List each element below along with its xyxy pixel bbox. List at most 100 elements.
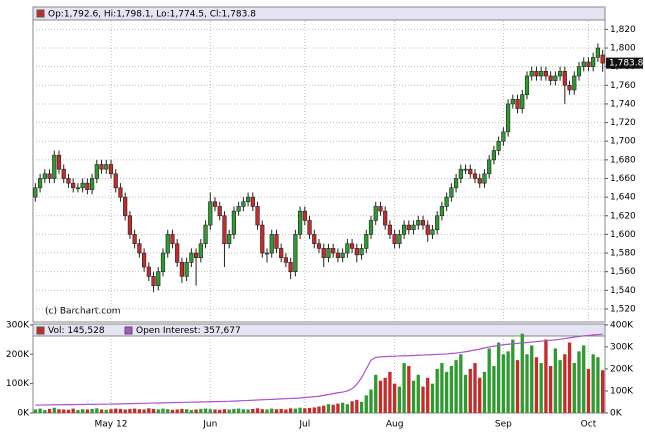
candle-body bbox=[524, 75, 530, 95]
credit: (c) Barchart.com bbox=[45, 307, 121, 317]
volume-bar bbox=[303, 408, 307, 413]
candle-body bbox=[75, 187, 81, 190]
volume-bar bbox=[147, 408, 151, 413]
volume-bar bbox=[260, 409, 264, 413]
volume-bar bbox=[383, 377, 387, 413]
candle-body bbox=[364, 234, 369, 249]
volume-bar bbox=[132, 408, 137, 413]
candle-body bbox=[89, 178, 95, 190]
volume-bar bbox=[246, 409, 250, 413]
candle-body bbox=[600, 54, 605, 64]
volume-bar bbox=[326, 404, 331, 413]
candle-body bbox=[160, 252, 166, 272]
volume-bar bbox=[194, 409, 198, 413]
candle-body bbox=[255, 206, 260, 226]
legend-volume: Vol: 145,528 bbox=[48, 326, 105, 336]
volume-bar bbox=[430, 383, 435, 413]
volume-bar bbox=[175, 409, 179, 413]
candle-body bbox=[416, 220, 421, 226]
legend-swatch bbox=[124, 326, 133, 335]
candle-body bbox=[496, 140, 501, 151]
candle-body bbox=[61, 168, 66, 179]
y-tick-label: 1,680 bbox=[610, 155, 636, 165]
volume-bar bbox=[350, 401, 354, 413]
volume-bar bbox=[402, 363, 406, 413]
volume-bar bbox=[553, 348, 558, 413]
candle-body bbox=[146, 266, 151, 277]
candle-body bbox=[420, 220, 426, 226]
candle-body bbox=[392, 234, 397, 245]
candle-body bbox=[227, 234, 232, 245]
volume-bar bbox=[322, 405, 326, 413]
candle-body bbox=[99, 164, 104, 170]
volume-bar bbox=[166, 409, 170, 413]
y-tick-label: 0K bbox=[17, 409, 30, 419]
candle-body bbox=[345, 243, 350, 254]
candle-body bbox=[264, 252, 270, 255]
candle-body bbox=[548, 75, 553, 81]
candle-body bbox=[203, 224, 208, 245]
volume-bar bbox=[95, 408, 99, 413]
volume-bar bbox=[463, 374, 468, 413]
candle-body bbox=[397, 234, 402, 245]
volume-bar bbox=[548, 366, 553, 413]
candle-body bbox=[151, 276, 156, 286]
candle-body bbox=[250, 196, 255, 207]
volume-bar bbox=[340, 402, 345, 413]
candle-body bbox=[316, 243, 322, 249]
volume-bar bbox=[482, 371, 487, 413]
candle-body bbox=[501, 131, 506, 142]
candle-body bbox=[236, 206, 241, 212]
y-tick-label: 1,760 bbox=[610, 81, 636, 91]
volume-bar bbox=[184, 409, 189, 413]
x-tick-label: Oct bbox=[581, 420, 597, 430]
candle-body bbox=[42, 173, 47, 179]
legend-swatch bbox=[36, 9, 45, 18]
candle-body bbox=[468, 168, 473, 175]
volume-bar bbox=[298, 407, 302, 413]
last-price-tag bbox=[606, 57, 643, 69]
candle-body bbox=[245, 196, 251, 203]
candle-body bbox=[293, 234, 298, 272]
volume-bar bbox=[534, 357, 539, 413]
candle-body bbox=[354, 248, 359, 256]
candle-body bbox=[132, 234, 137, 245]
candle-body bbox=[591, 57, 596, 67]
candle-body bbox=[326, 248, 331, 258]
volume-bar bbox=[567, 342, 572, 413]
volume-bar bbox=[591, 354, 595, 413]
candle-body bbox=[321, 248, 326, 258]
volume-bar bbox=[71, 408, 75, 413]
volume-bar bbox=[76, 410, 80, 413]
candle-body bbox=[482, 173, 487, 184]
candle-body bbox=[359, 248, 364, 256]
volume-bar bbox=[378, 380, 383, 413]
candle-body bbox=[444, 196, 449, 207]
candle-body bbox=[56, 154, 62, 170]
y-tick-label: 1,560 bbox=[610, 267, 636, 277]
volume-bar bbox=[203, 408, 208, 413]
volume-bar bbox=[43, 410, 47, 413]
y2-tick-label: 0K bbox=[610, 409, 623, 419]
x-tick-label: Aug bbox=[386, 420, 404, 430]
volume-bar bbox=[222, 409, 227, 413]
volume-bar bbox=[312, 407, 316, 413]
volume-bar bbox=[307, 408, 312, 413]
volume-bar bbox=[520, 333, 524, 413]
candle-body bbox=[37, 178, 43, 189]
candle-body bbox=[212, 201, 218, 207]
volume-bar bbox=[374, 374, 378, 413]
candle-body bbox=[66, 178, 71, 184]
volume-bar bbox=[345, 404, 350, 413]
volume-bar bbox=[496, 342, 501, 413]
volume-bar bbox=[218, 409, 222, 413]
candle-body bbox=[572, 75, 577, 91]
volume-bar bbox=[336, 403, 340, 413]
candle-body bbox=[283, 257, 289, 263]
volume-bar bbox=[515, 360, 520, 413]
y-tick-label: 1,800 bbox=[610, 44, 636, 54]
candle-body bbox=[439, 206, 445, 217]
volume-bar bbox=[109, 409, 113, 413]
volume-bar bbox=[511, 339, 515, 413]
candle-body bbox=[288, 262, 293, 272]
